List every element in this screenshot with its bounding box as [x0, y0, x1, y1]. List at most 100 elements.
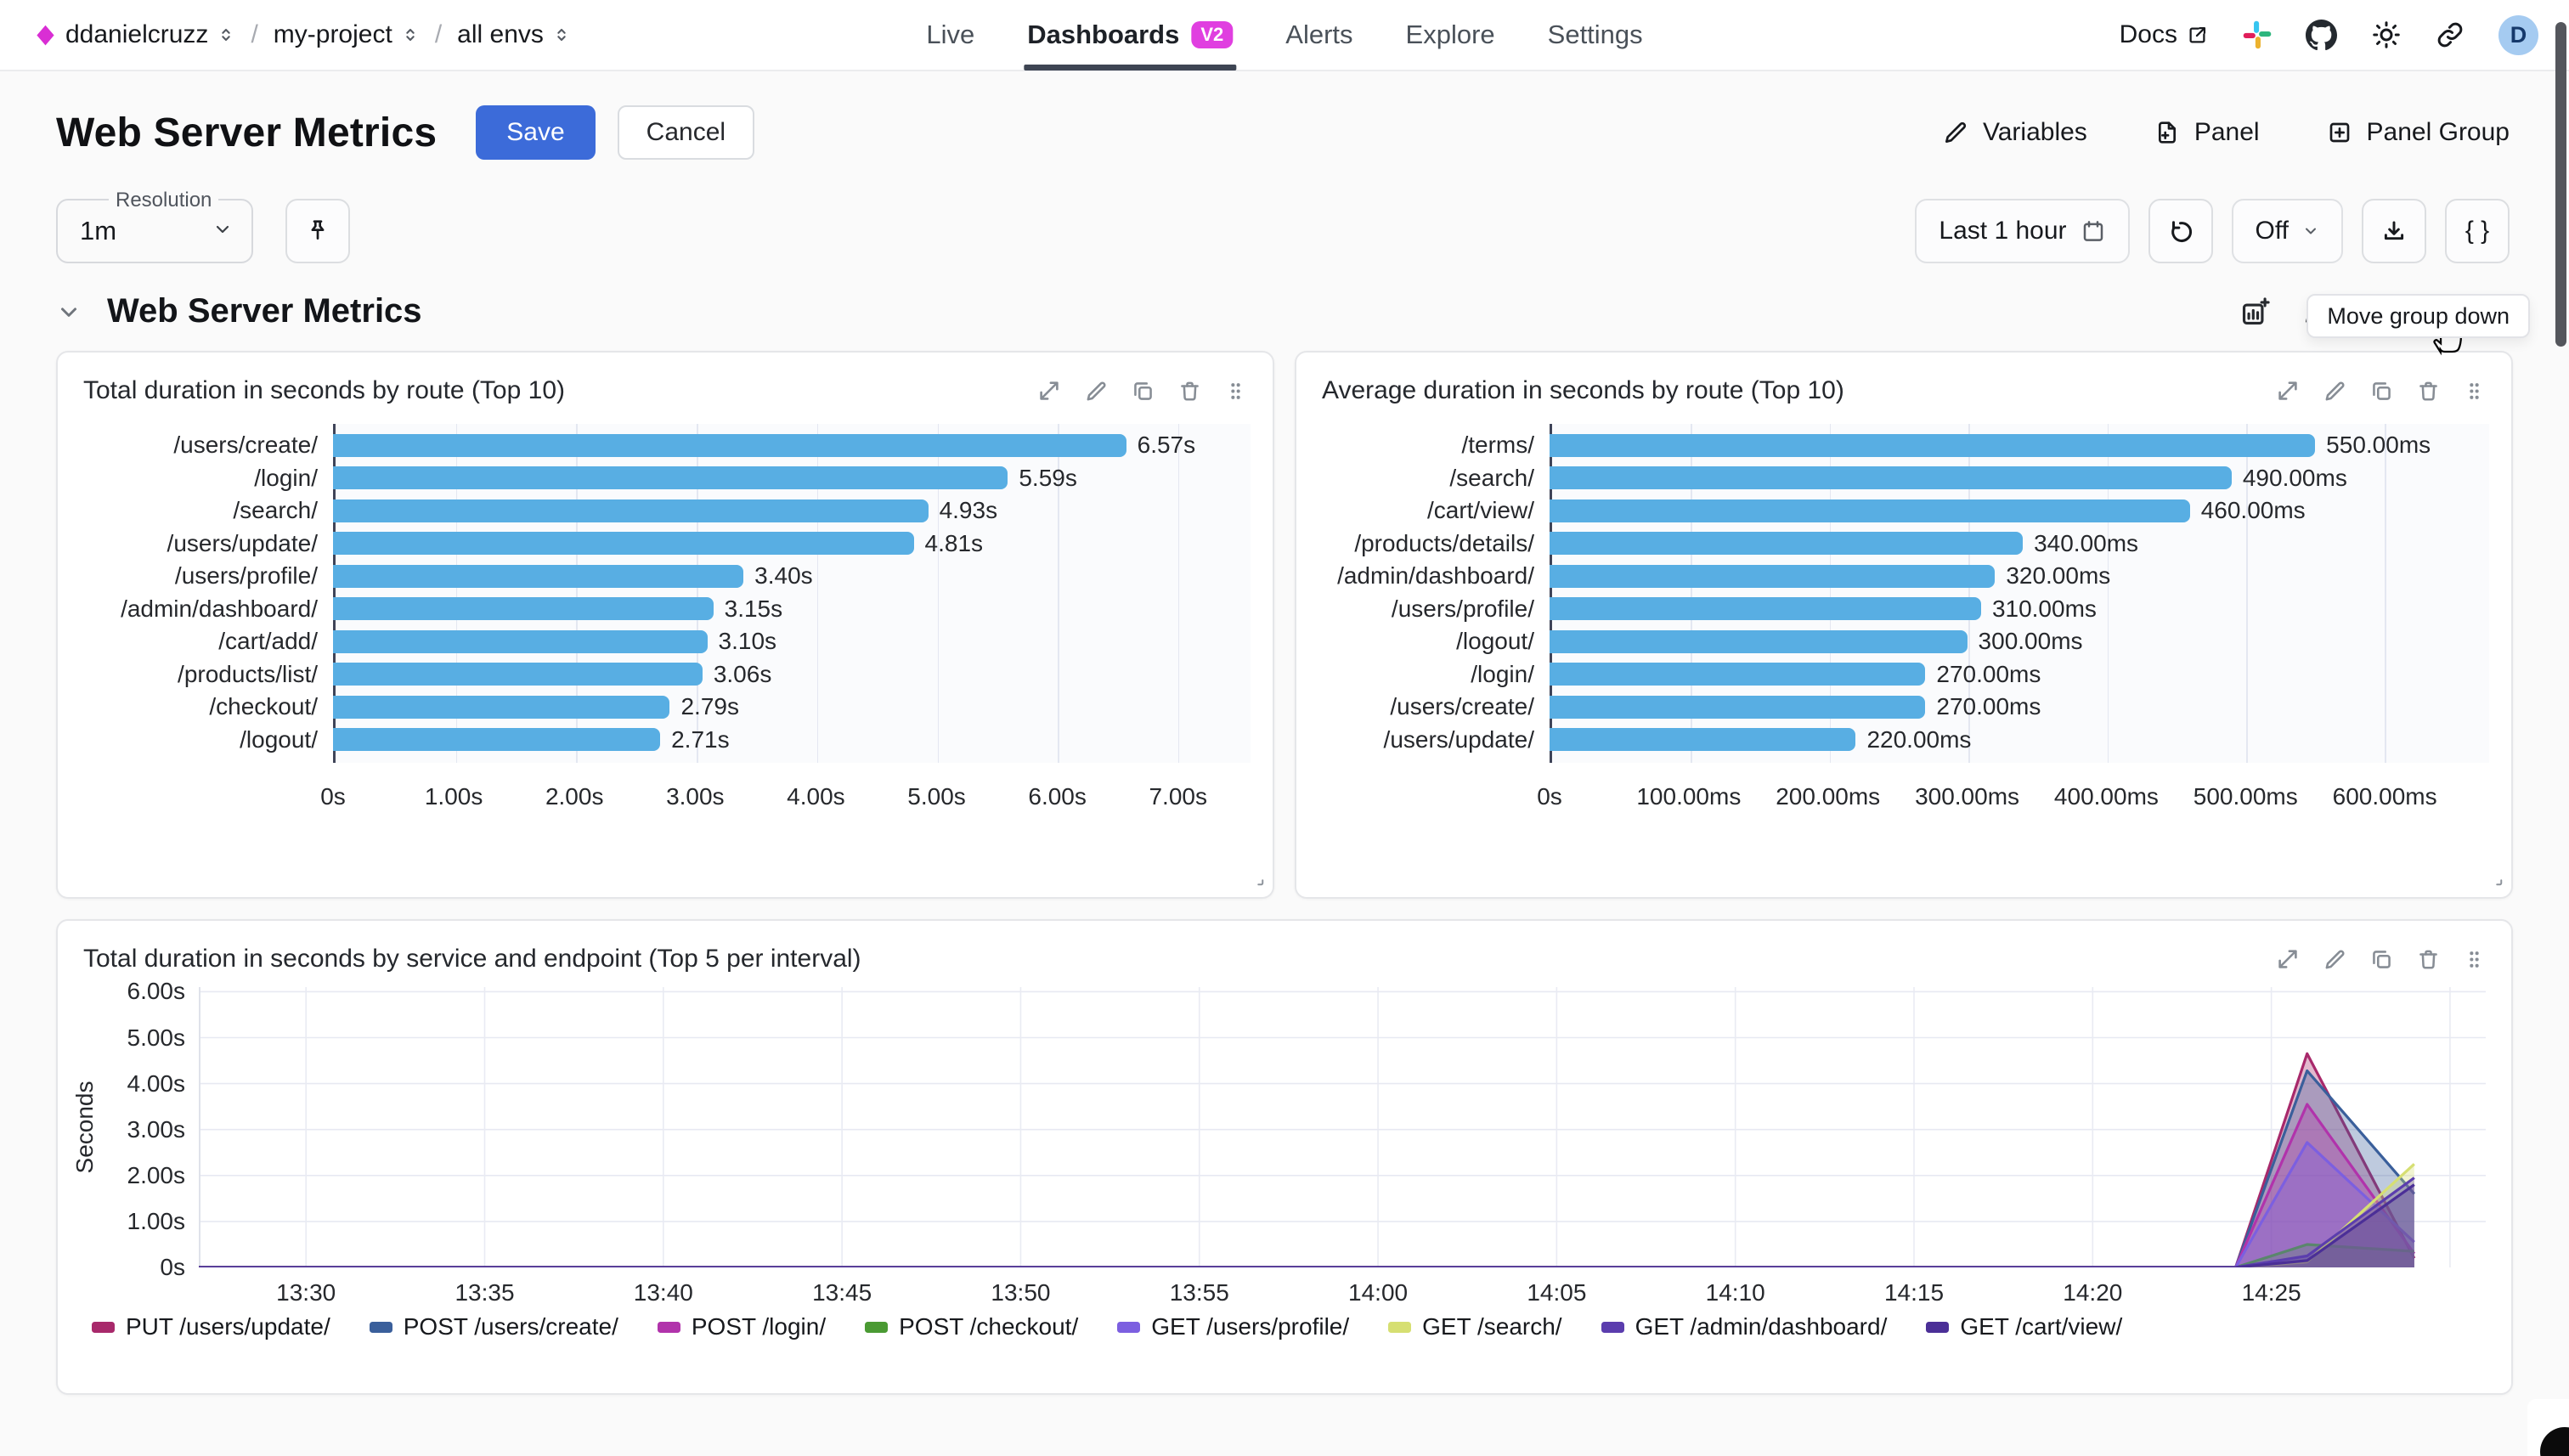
bar[interactable] — [1550, 663, 1926, 686]
bar[interactable] — [333, 532, 914, 556]
legend-label: GET /admin/dashboard/ — [1635, 1313, 1888, 1340]
breadcrumb-org-label: ddanielcruzz — [65, 20, 209, 48]
breadcrumb-org[interactable]: ddanielcruzz — [65, 20, 235, 49]
header-actions: Variables Panel Panel Group — [1942, 118, 2510, 147]
bar-category-label: /users/profile/ — [1391, 595, 1534, 622]
panel-resize-handle[interactable] — [1249, 871, 1266, 892]
bar-row: /login/5.59s — [80, 462, 1251, 495]
edit-panel-button[interactable] — [1084, 379, 1109, 404]
time-range-button[interactable]: Last 1 hour — [1915, 199, 2130, 263]
bar[interactable] — [333, 433, 1126, 457]
expand-panel-button[interactable] — [1036, 378, 1062, 404]
docs-link[interactable]: Docs — [2120, 20, 2209, 49]
legend-item[interactable]: POST /login/ — [657, 1313, 826, 1340]
resolution-select[interactable]: Resolution 1m — [56, 189, 253, 263]
edit-panel-button[interactable] — [2323, 947, 2347, 972]
breadcrumb-project[interactable]: my-project — [274, 20, 420, 49]
timeseries-plot[interactable] — [199, 987, 2486, 1267]
panel-duration-by-service-endpoint: Total duration in seconds by service and… — [56, 919, 2513, 1395]
bar-category-label: /login/ — [1471, 660, 1534, 687]
bar[interactable] — [333, 499, 929, 522]
bar[interactable] — [1550, 629, 1968, 653]
nav-item-explore[interactable]: Explore — [1405, 20, 1495, 49]
bar[interactable] — [1550, 728, 1856, 752]
x-tick-label: 14:00 — [1348, 1279, 1409, 1306]
avatar[interactable]: D — [2498, 14, 2538, 55]
json-editor-button[interactable]: { } — [2445, 199, 2510, 263]
delete-panel-button[interactable] — [1177, 379, 1202, 404]
legend-item[interactable]: GET /cart/view/ — [1926, 1313, 2122, 1340]
legend-item[interactable]: GET /admin/dashboard/ — [1601, 1313, 1888, 1340]
pin-icon — [311, 220, 325, 240]
auto-refresh-select[interactable]: Off — [2231, 199, 2343, 263]
bar[interactable] — [333, 728, 661, 752]
copy-link-button[interactable] — [2436, 20, 2465, 49]
add-panel-button[interactable]: Panel — [2154, 118, 2260, 147]
legend-label: POST /checkout/ — [899, 1313, 1079, 1340]
scrollbar-thumb[interactable] — [2555, 22, 2566, 347]
x-tick-label: 14:20 — [2063, 1279, 2123, 1306]
bar[interactable] — [333, 466, 1008, 490]
y-tick-label: 3.00s — [127, 1115, 186, 1143]
bar[interactable] — [1550, 597, 1981, 621]
hbar-chart-total-duration: /users/create/6.57s/login/5.59s/search/4… — [58, 424, 1273, 826]
legend-item[interactable]: POST /users/create/ — [369, 1313, 618, 1340]
slack-link[interactable] — [2243, 20, 2272, 49]
duplicate-panel-button[interactable] — [2369, 947, 2394, 972]
bar-category-label: /search/ — [1449, 464, 1534, 491]
nav-item-settings[interactable]: Settings — [1547, 20, 1643, 49]
bar[interactable] — [1550, 564, 1996, 588]
github-link[interactable] — [2306, 19, 2337, 51]
add-panel-group-button[interactable]: Panel Group — [2326, 118, 2510, 147]
bar[interactable] — [333, 663, 703, 686]
download-button[interactable] — [2362, 199, 2426, 263]
breadcrumb-env[interactable]: all envs — [457, 20, 571, 49]
nav-item-dashboards[interactable]: Dashboards V2 — [1024, 0, 1237, 71]
bar[interactable] — [1550, 499, 2190, 522]
nav-item-alerts[interactable]: Alerts — [1285, 20, 1353, 49]
timeseries-chart: Seconds 0s 1.00s 2.00s 3.00s 4.00s 5.00s 6.00s — [58, 978, 2511, 1280]
delete-panel-button[interactable] — [2416, 947, 2441, 972]
legend-item[interactable]: GET /users/profile/ — [1117, 1313, 1349, 1340]
expand-panel-button[interactable] — [2275, 946, 2301, 972]
bar[interactable] — [333, 564, 744, 588]
bar[interactable] — [1550, 532, 2024, 556]
delete-panel-button[interactable] — [2416, 379, 2441, 404]
variables-button[interactable]: Variables — [1942, 118, 2087, 147]
bar[interactable] — [333, 629, 708, 653]
collapse-group-button[interactable] — [56, 299, 82, 324]
bar[interactable] — [1550, 466, 2232, 490]
refresh-button[interactable] — [2148, 199, 2213, 263]
bar-row: /products/details/340.00ms — [1318, 528, 2489, 561]
bar-category-label: /admin/dashboard/ — [1337, 562, 1534, 590]
duplicate-panel-button[interactable] — [1131, 379, 1155, 404]
brand-logo-icon[interactable] — [34, 24, 57, 47]
bar[interactable] — [1550, 433, 2316, 457]
nav-item-live[interactable]: Live — [926, 20, 975, 49]
bar-row: /users/profile/310.00ms — [1318, 593, 2489, 626]
expand-panel-button[interactable] — [2275, 378, 2301, 404]
save-button[interactable]: Save — [476, 105, 596, 160]
pin-button[interactable] — [285, 199, 350, 263]
pencil-icon — [2325, 949, 2345, 968]
y-tick-label: 4.00s — [127, 1069, 186, 1097]
bar[interactable] — [333, 597, 714, 621]
legend-item[interactable]: POST /checkout/ — [865, 1313, 1078, 1340]
edit-panel-button[interactable] — [2323, 379, 2347, 404]
drag-handle[interactable] — [1224, 380, 1247, 403]
legend-item[interactable]: GET /search/ — [1388, 1313, 1562, 1340]
add-panel-to-group-button[interactable] — [2239, 296, 2272, 328]
x-tick-label: 13:55 — [1169, 1279, 1229, 1306]
bar-row: /logout/300.00ms — [1318, 625, 2489, 658]
duplicate-panel-button[interactable] — [2369, 379, 2394, 404]
theme-toggle[interactable] — [2371, 20, 2402, 50]
cancel-button[interactable]: Cancel — [617, 105, 755, 160]
legend-item[interactable]: PUT /users/update/ — [92, 1313, 330, 1340]
drag-handle[interactable] — [2463, 948, 2486, 971]
bar[interactable] — [333, 695, 670, 719]
panel-resize-handle[interactable] — [2487, 871, 2504, 892]
drag-handle[interactable] — [2463, 380, 2486, 403]
refresh-icon — [2171, 220, 2193, 242]
bar-category-label: /users/update/ — [1383, 725, 1534, 753]
bar[interactable] — [1550, 695, 1926, 719]
